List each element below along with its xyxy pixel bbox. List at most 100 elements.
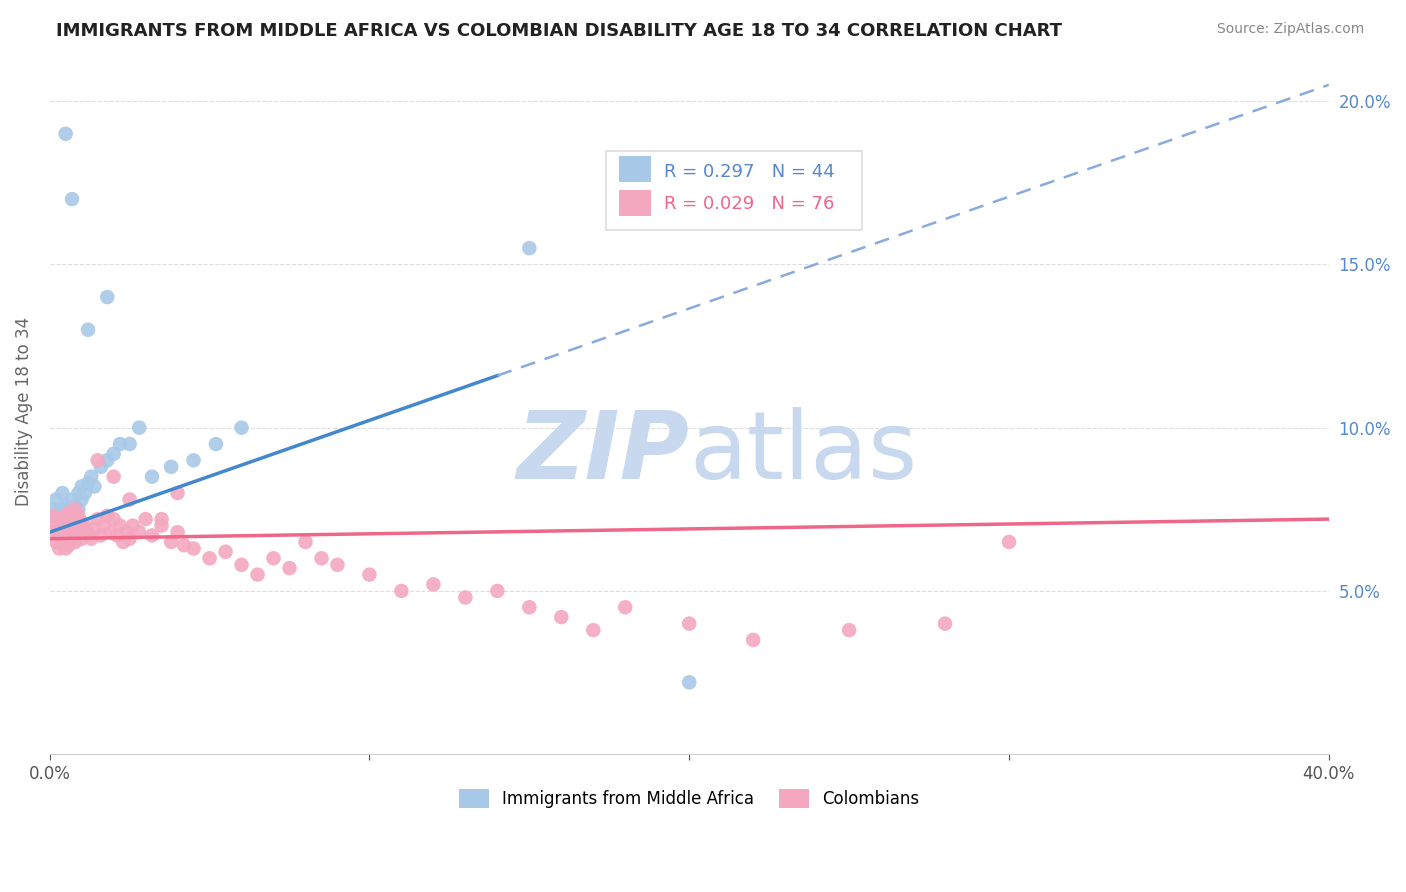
Point — [678, 675, 700, 690]
Point — [48, 512, 70, 526]
Point — [998, 535, 1021, 549]
Text: R = 0.029   N = 76: R = 0.029 N = 76 — [664, 195, 834, 213]
Legend: Immigrants from Middle Africa, Colombians: Immigrants from Middle Africa, Colombian… — [453, 782, 927, 814]
Point — [60, 525, 83, 540]
FancyBboxPatch shape — [606, 151, 862, 229]
Point — [51, 518, 73, 533]
Point — [60, 192, 83, 206]
Y-axis label: Disability Age 18 to 34: Disability Age 18 to 34 — [15, 317, 32, 506]
Point — [183, 453, 205, 467]
Point — [58, 522, 80, 536]
Point — [45, 518, 67, 533]
Point — [67, 525, 90, 540]
Point — [96, 453, 118, 467]
Point — [550, 610, 572, 624]
Point — [86, 453, 108, 467]
Point — [90, 459, 112, 474]
Point — [55, 127, 77, 141]
Point — [42, 502, 65, 516]
Point — [42, 525, 65, 540]
Point — [60, 492, 83, 507]
Point — [70, 479, 93, 493]
Point — [51, 518, 73, 533]
Point — [70, 532, 93, 546]
Point — [108, 518, 131, 533]
Point — [55, 508, 77, 523]
Point — [67, 502, 90, 516]
Text: Source: ZipAtlas.com: Source: ZipAtlas.com — [1216, 22, 1364, 37]
Point — [150, 518, 173, 533]
Point — [96, 508, 118, 523]
Point — [391, 583, 413, 598]
Point — [198, 551, 221, 566]
Point — [48, 512, 70, 526]
Point — [42, 508, 65, 523]
Point — [73, 518, 96, 533]
Point — [294, 535, 316, 549]
Point — [77, 476, 100, 491]
Point — [934, 616, 956, 631]
Point — [51, 502, 73, 516]
Point — [70, 492, 93, 507]
Point — [678, 616, 700, 631]
Point — [582, 623, 605, 637]
Point — [48, 506, 70, 520]
Point — [48, 525, 70, 540]
Point — [231, 420, 253, 434]
Point — [103, 447, 125, 461]
Point — [65, 502, 87, 516]
Point — [112, 535, 135, 549]
Point — [86, 512, 108, 526]
Point — [103, 469, 125, 483]
Point — [103, 512, 125, 526]
Point — [77, 525, 100, 540]
Point — [67, 508, 90, 523]
Point — [90, 528, 112, 542]
Point — [246, 567, 269, 582]
Point — [838, 623, 860, 637]
Point — [51, 532, 73, 546]
Point — [118, 492, 141, 507]
Point — [55, 522, 77, 536]
Text: IMMIGRANTS FROM MIDDLE AFRICA VS COLOMBIAN DISABILITY AGE 18 TO 34 CORRELATION C: IMMIGRANTS FROM MIDDLE AFRICA VS COLOMBI… — [56, 22, 1063, 40]
Point — [160, 535, 183, 549]
Point — [141, 469, 163, 483]
Point — [150, 512, 173, 526]
Point — [80, 532, 103, 546]
Point — [121, 518, 143, 533]
Point — [311, 551, 333, 566]
Point — [55, 541, 77, 556]
Bar — [619, 190, 651, 216]
Point — [55, 508, 77, 523]
Point — [205, 437, 228, 451]
Point — [60, 508, 83, 523]
Point — [58, 506, 80, 520]
Point — [48, 541, 70, 556]
Point — [115, 525, 138, 540]
Point — [214, 545, 236, 559]
Point — [45, 492, 67, 507]
Point — [45, 535, 67, 549]
Point — [614, 600, 637, 615]
Point — [58, 506, 80, 520]
Text: R = 0.297   N = 44: R = 0.297 N = 44 — [664, 163, 834, 181]
Point — [166, 525, 188, 540]
Point — [422, 577, 444, 591]
Point — [742, 632, 765, 647]
Point — [118, 437, 141, 451]
Point — [83, 522, 105, 536]
Point — [80, 469, 103, 483]
Point — [55, 525, 77, 540]
Point — [160, 459, 183, 474]
Point — [128, 525, 150, 540]
Point — [278, 561, 301, 575]
Text: ZIP: ZIP — [516, 407, 689, 499]
Point — [65, 518, 87, 533]
Point — [93, 518, 115, 533]
Point — [517, 241, 540, 255]
Point — [108, 437, 131, 451]
Point — [70, 516, 93, 530]
Text: atlas: atlas — [689, 407, 918, 499]
Point — [141, 528, 163, 542]
Point — [454, 591, 477, 605]
